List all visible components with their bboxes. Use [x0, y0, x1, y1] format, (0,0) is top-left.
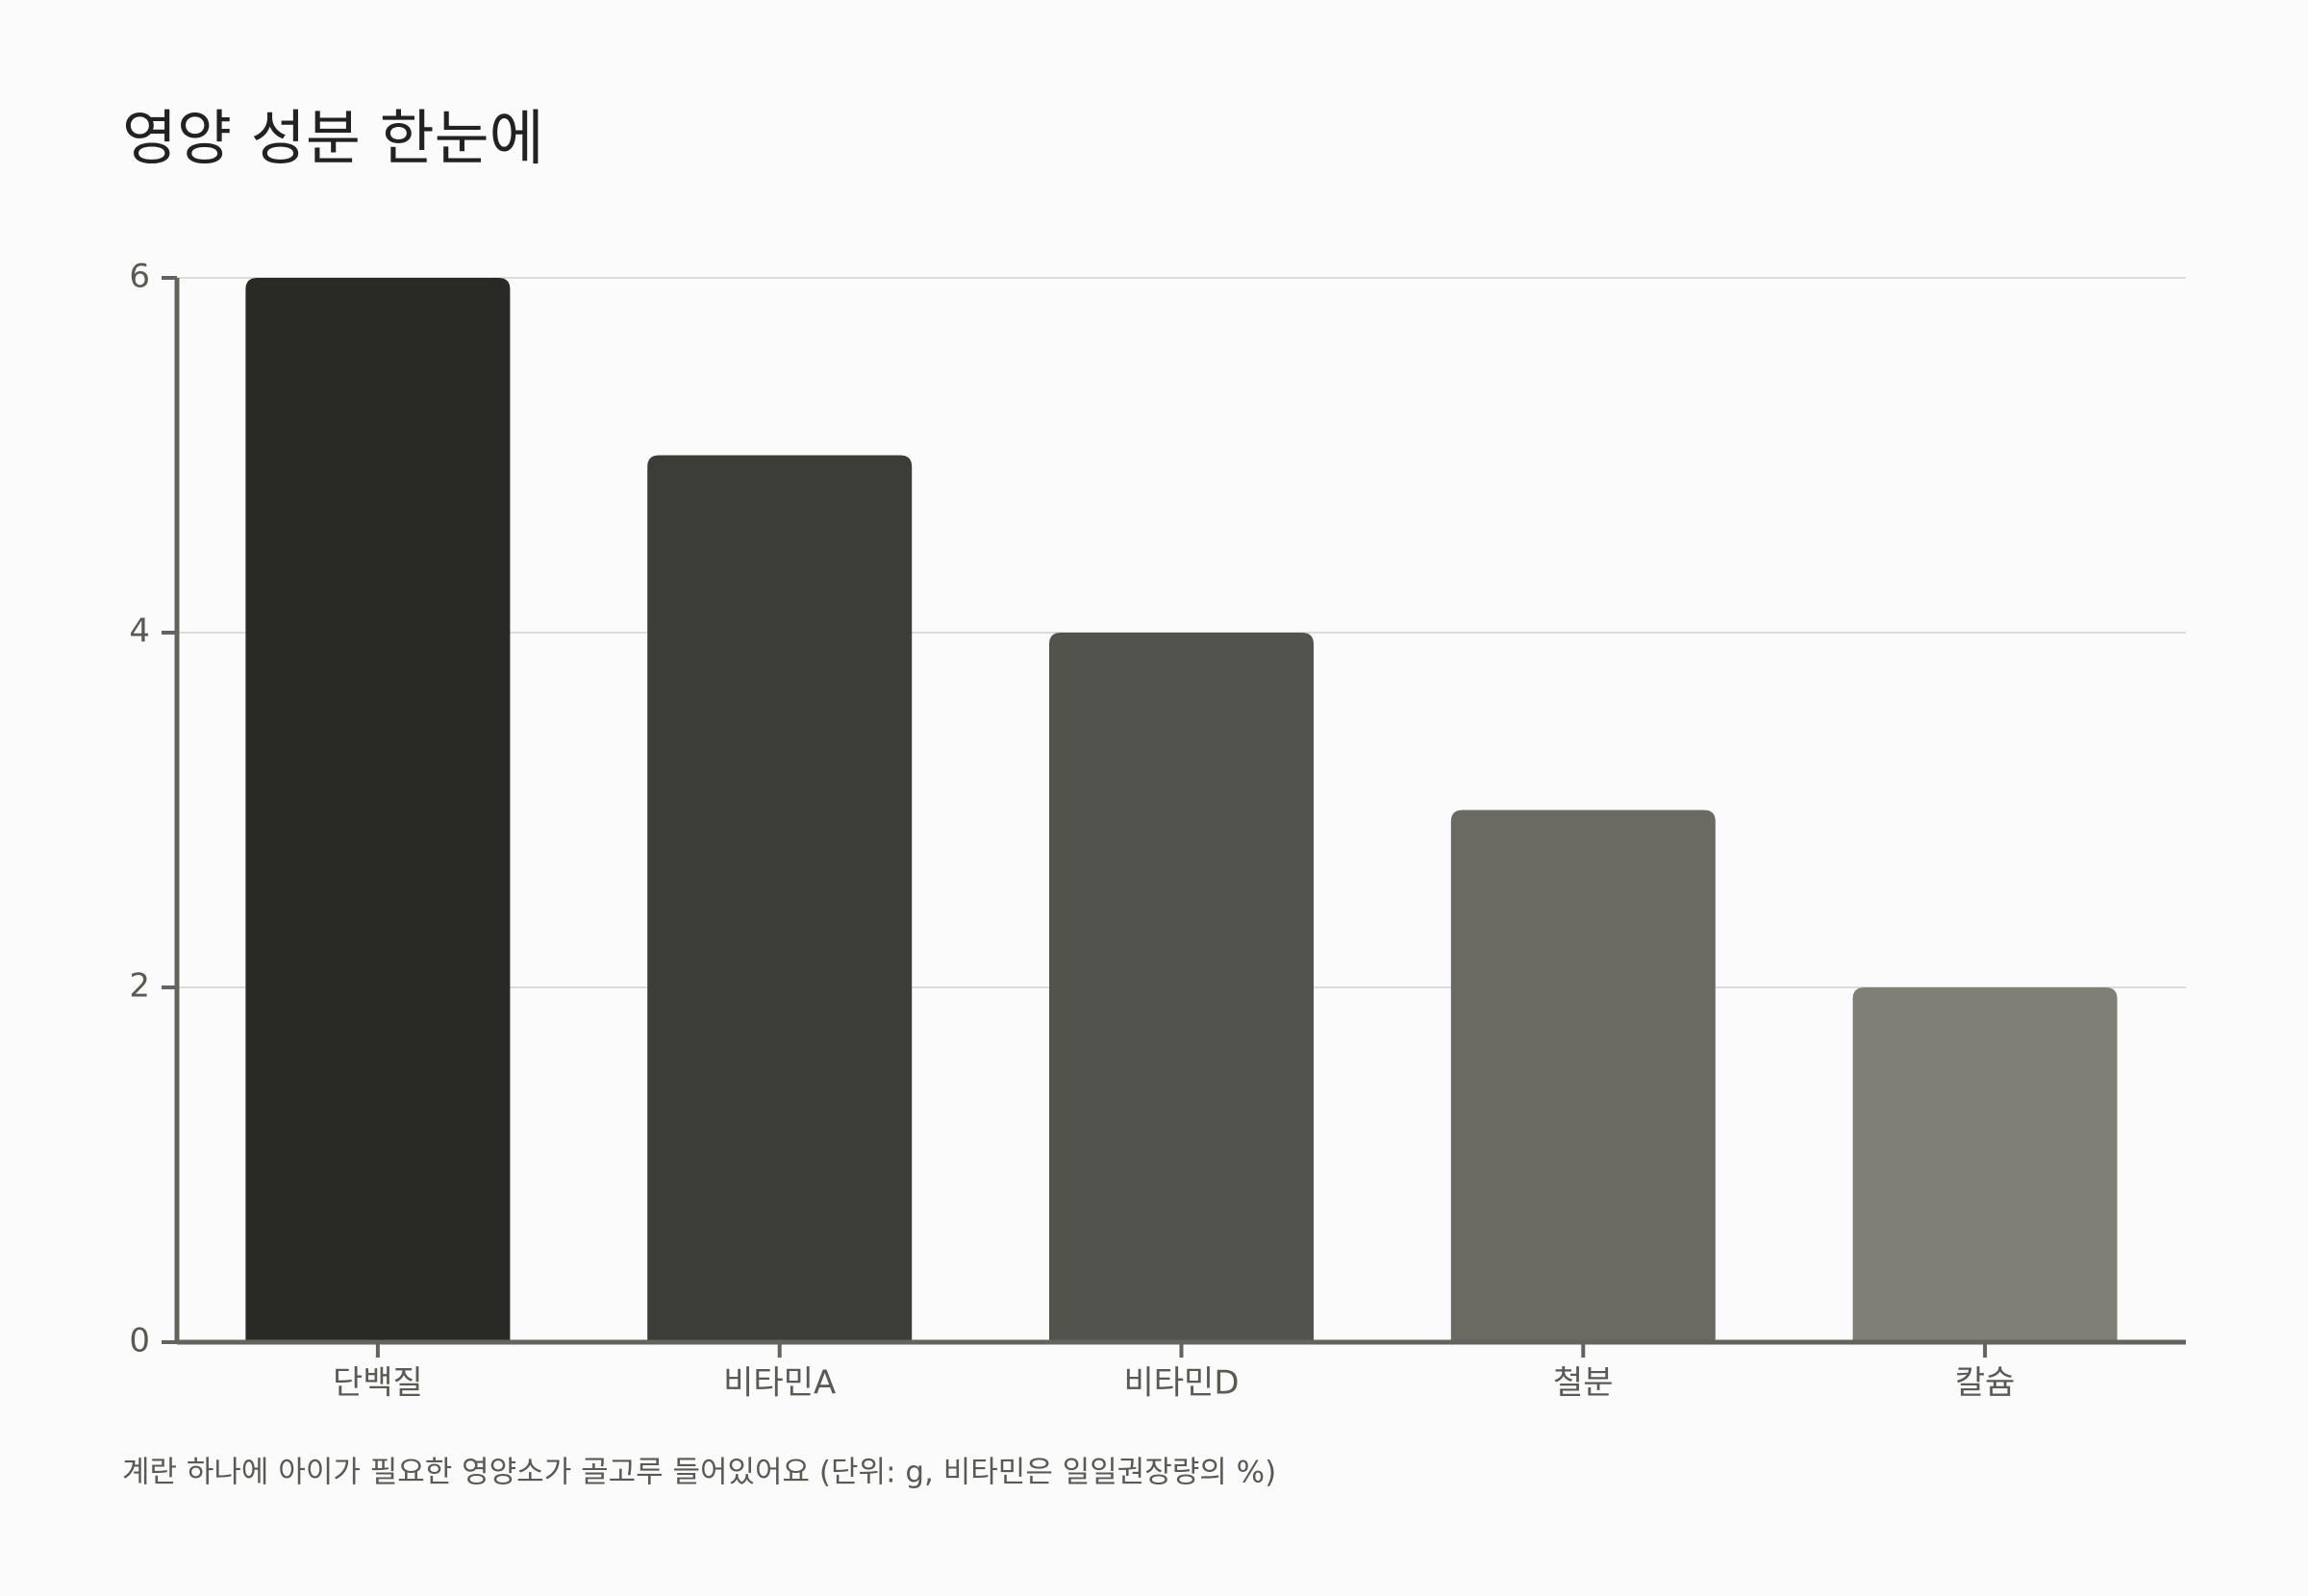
- x-tick-label: 칼슘: [1955, 1364, 2016, 1403]
- chart-title: 영양 성분 한눈에: [122, 103, 544, 173]
- bar: [1049, 633, 1314, 1342]
- y-tick-label: 6: [129, 258, 150, 296]
- y-tick-label: 0: [129, 1322, 150, 1360]
- bar: [245, 278, 511, 1342]
- x-tick-label: 단백질: [333, 1364, 423, 1403]
- x-tick-label: 비타민A: [723, 1364, 836, 1403]
- chart-note: 계란 하나에 아이가 필요한 영양소가 골고루 들어있어요 (단위: g, 비타…: [122, 1456, 1276, 1490]
- y-tick-label: 4: [129, 612, 150, 651]
- x-tick-label: 철분: [1553, 1364, 1614, 1403]
- y-tick-label: 2: [129, 967, 150, 1006]
- bar: [1450, 810, 1716, 1342]
- bar: [1852, 987, 2118, 1342]
- bar: [647, 455, 913, 1342]
- x-tick-label: 비타민D: [1123, 1364, 1239, 1403]
